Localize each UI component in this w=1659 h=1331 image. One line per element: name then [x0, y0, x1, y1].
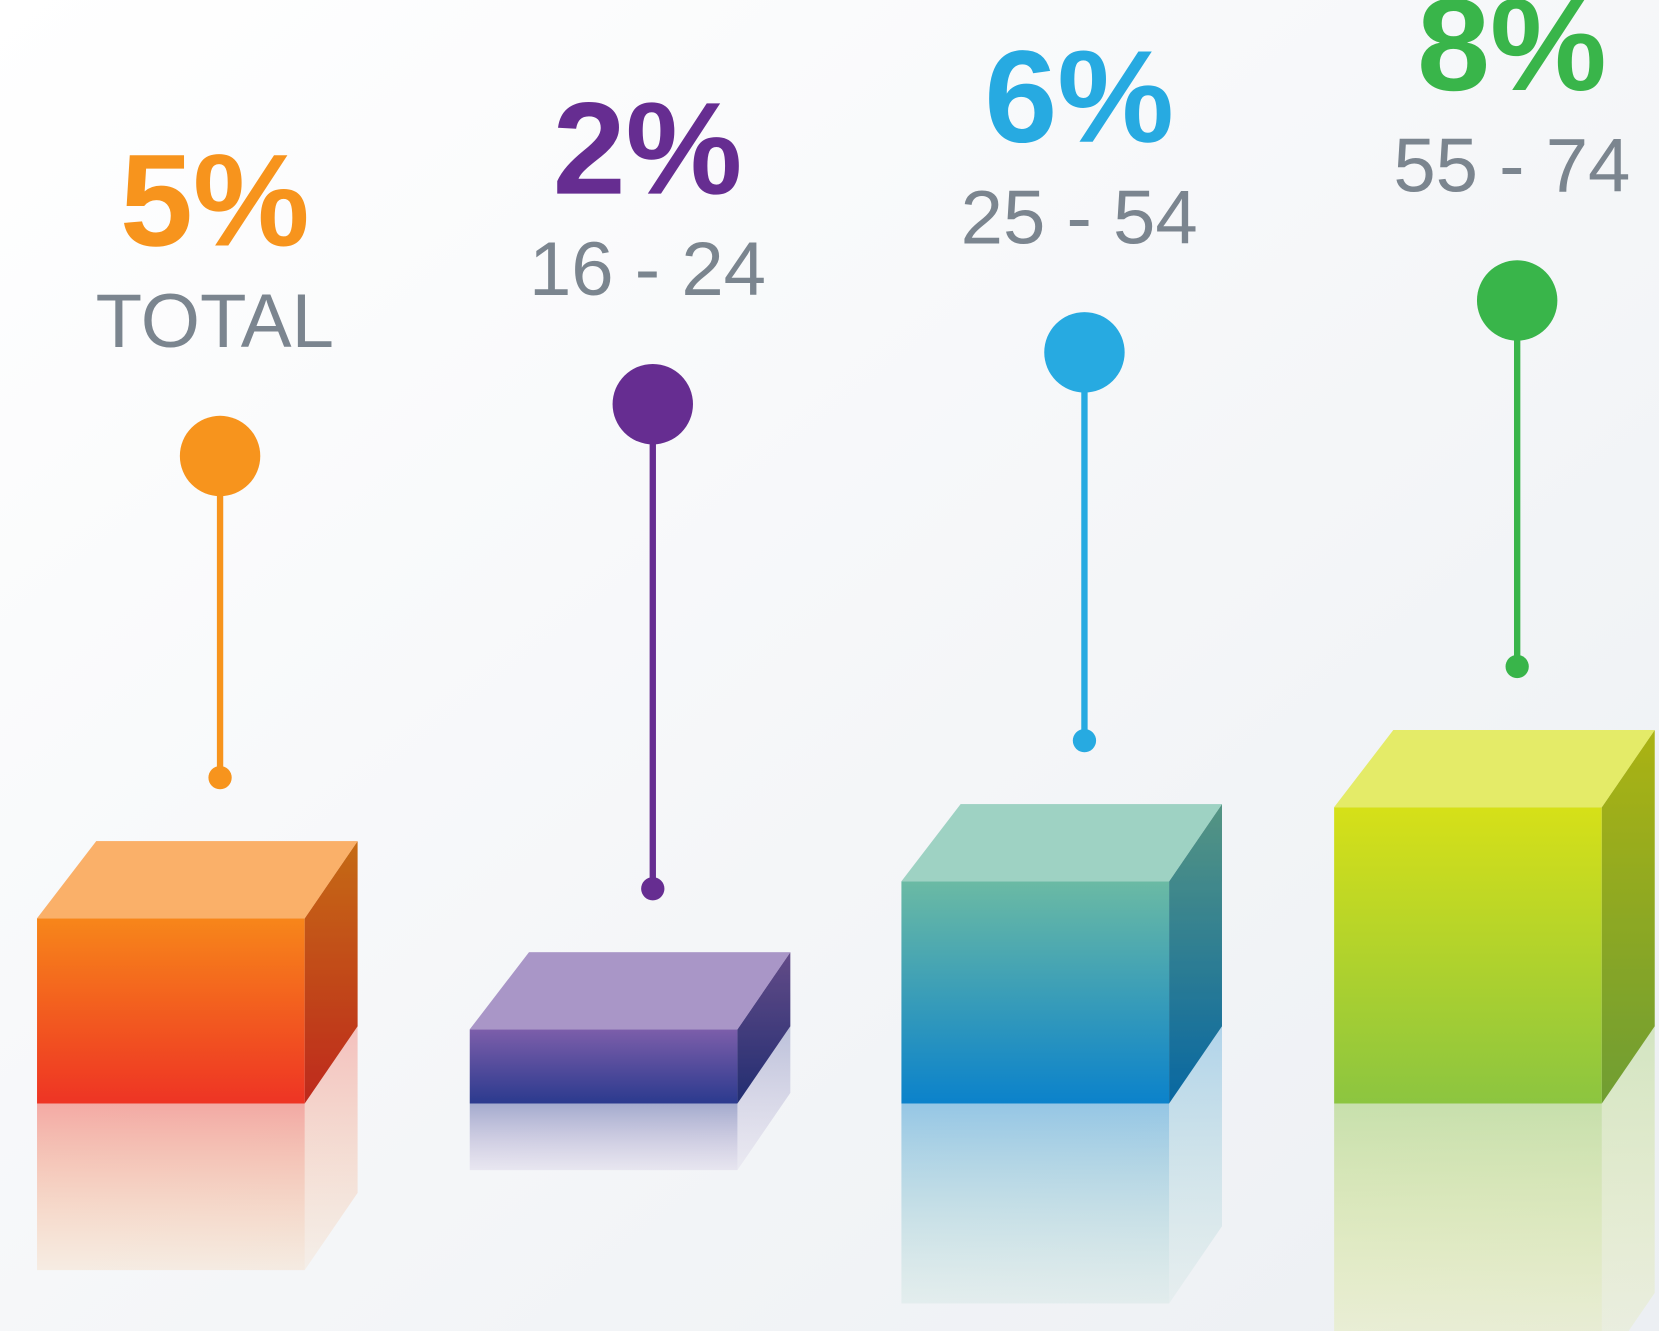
bar-reflection [901, 1103, 1170, 1304]
bar [469, 1029, 738, 1104]
bar-top [469, 952, 791, 1030]
bar-side [737, 952, 791, 1104]
bar-reflection-side [304, 1026, 358, 1271]
bar-side-shade [737, 952, 791, 1104]
pin-dot [1072, 728, 1097, 753]
bar [1334, 807, 1602, 1104]
bar-top [1334, 730, 1655, 808]
bar [901, 881, 1170, 1104]
category-label: 55 - 74 [1393, 123, 1630, 208]
pin-head [1476, 260, 1558, 341]
bar-top [37, 841, 358, 919]
value-label: 6% [984, 23, 1174, 170]
category-label: TOTAL [96, 279, 334, 364]
bar-top-light [901, 804, 1222, 882]
bar-side [1169, 804, 1222, 1104]
bar-top-light [37, 841, 358, 919]
value-label: 8% [1417, 0, 1607, 118]
bar-top-light [469, 952, 791, 1030]
bar [37, 918, 305, 1104]
pin-head [1044, 312, 1125, 393]
pin-head [179, 415, 261, 497]
category-label: 16 - 24 [529, 227, 766, 312]
bar-reflection [37, 1103, 305, 1271]
value-label: 5% [120, 126, 310, 273]
bar-reflection [1334, 1103, 1602, 1331]
bar-reflection [469, 1103, 738, 1171]
bar-side-shade [304, 841, 358, 1104]
category-label: 25 - 54 [961, 175, 1198, 260]
bar-side [1601, 730, 1655, 1104]
pin-head [612, 363, 693, 445]
bar-side [304, 841, 358, 1104]
bar-reflection-side [1601, 1026, 1655, 1331]
bar-reflection-side [1169, 1026, 1222, 1304]
pin-dot [1505, 654, 1529, 679]
bar-side-shade [1601, 730, 1655, 1104]
pin-dot [641, 877, 665, 901]
bar-top-light [1334, 730, 1655, 808]
bar-side-shade [1169, 804, 1222, 1104]
bar-reflection-side [737, 1026, 791, 1171]
value-label: 2% [553, 75, 743, 222]
bar-top [901, 804, 1222, 882]
pin-dot [208, 765, 232, 790]
